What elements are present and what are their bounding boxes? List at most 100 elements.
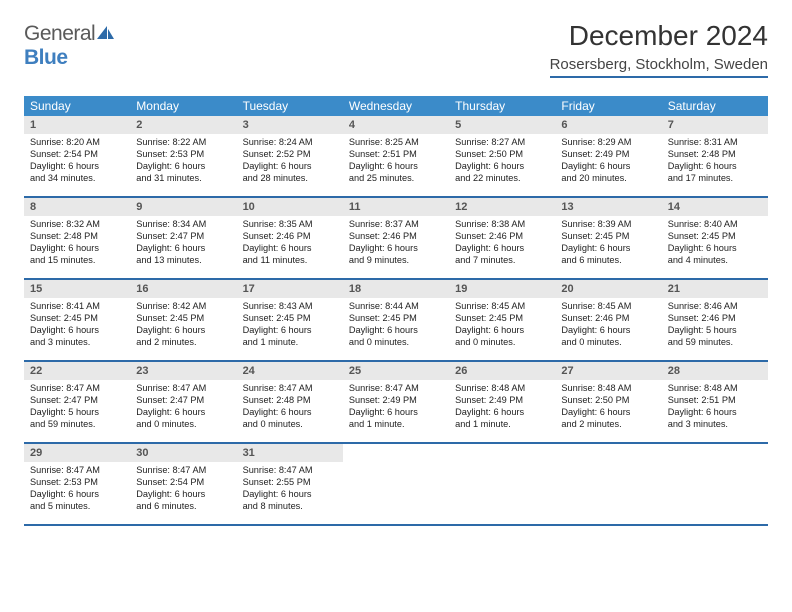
daylight-text: and 1 minute. bbox=[349, 419, 443, 431]
daylight-text: Daylight: 6 hours bbox=[668, 407, 762, 419]
weekday-header: Wednesday bbox=[343, 96, 449, 116]
daylight-text: and 20 minutes. bbox=[561, 173, 655, 185]
day-number: 4 bbox=[343, 116, 449, 134]
daylight-text: and 9 minutes. bbox=[349, 255, 443, 267]
day-number: 30 bbox=[130, 444, 236, 462]
empty-cell bbox=[555, 444, 661, 524]
sunset-text: Sunset: 2:46 PM bbox=[561, 313, 655, 325]
day-number: 16 bbox=[130, 280, 236, 298]
day-body: Sunrise: 8:47 AMSunset: 2:47 PMDaylight:… bbox=[24, 380, 130, 437]
week-row: 15Sunrise: 8:41 AMSunset: 2:45 PMDayligh… bbox=[24, 280, 768, 362]
day-number: 17 bbox=[237, 280, 343, 298]
day-cell: 4Sunrise: 8:25 AMSunset: 2:51 PMDaylight… bbox=[343, 116, 449, 196]
sunrise-text: Sunrise: 8:48 AM bbox=[455, 383, 549, 395]
day-number: 8 bbox=[24, 198, 130, 216]
day-number: 21 bbox=[662, 280, 768, 298]
day-cell: 9Sunrise: 8:34 AMSunset: 2:47 PMDaylight… bbox=[130, 198, 236, 278]
week-row: 22Sunrise: 8:47 AMSunset: 2:47 PMDayligh… bbox=[24, 362, 768, 444]
day-number: 23 bbox=[130, 362, 236, 380]
sunrise-text: Sunrise: 8:41 AM bbox=[30, 301, 124, 313]
sunrise-text: Sunrise: 8:47 AM bbox=[243, 383, 337, 395]
sunset-text: Sunset: 2:48 PM bbox=[243, 395, 337, 407]
logo-word-general: General bbox=[24, 22, 95, 45]
daylight-text: and 15 minutes. bbox=[30, 255, 124, 267]
daylight-text: Daylight: 6 hours bbox=[136, 325, 230, 337]
day-body: Sunrise: 8:47 AMSunset: 2:48 PMDaylight:… bbox=[237, 380, 343, 437]
calendar: SundayMondayTuesdayWednesdayThursdayFrid… bbox=[24, 96, 768, 526]
daylight-text: and 3 minutes. bbox=[30, 337, 124, 349]
sunrise-text: Sunrise: 8:29 AM bbox=[561, 137, 655, 149]
day-number: 15 bbox=[24, 280, 130, 298]
sunset-text: Sunset: 2:47 PM bbox=[136, 231, 230, 243]
daylight-text: and 25 minutes. bbox=[349, 173, 443, 185]
day-cell: 16Sunrise: 8:42 AMSunset: 2:45 PMDayligh… bbox=[130, 280, 236, 360]
daylight-text: Daylight: 5 hours bbox=[30, 407, 124, 419]
day-cell: 24Sunrise: 8:47 AMSunset: 2:48 PMDayligh… bbox=[237, 362, 343, 442]
day-cell: 23Sunrise: 8:47 AMSunset: 2:47 PMDayligh… bbox=[130, 362, 236, 442]
daylight-text: and 8 minutes. bbox=[243, 501, 337, 513]
day-cell: 31Sunrise: 8:47 AMSunset: 2:55 PMDayligh… bbox=[237, 444, 343, 524]
day-cell: 14Sunrise: 8:40 AMSunset: 2:45 PMDayligh… bbox=[662, 198, 768, 278]
day-cell: 11Sunrise: 8:37 AMSunset: 2:46 PMDayligh… bbox=[343, 198, 449, 278]
sunrise-text: Sunrise: 8:45 AM bbox=[455, 301, 549, 313]
day-cell: 2Sunrise: 8:22 AMSunset: 2:53 PMDaylight… bbox=[130, 116, 236, 196]
daylight-text: Daylight: 6 hours bbox=[455, 407, 549, 419]
sunset-text: Sunset: 2:48 PM bbox=[668, 149, 762, 161]
day-body: Sunrise: 8:46 AMSunset: 2:46 PMDaylight:… bbox=[662, 298, 768, 355]
sunset-text: Sunset: 2:46 PM bbox=[243, 231, 337, 243]
day-number: 25 bbox=[343, 362, 449, 380]
day-cell: 3Sunrise: 8:24 AMSunset: 2:52 PMDaylight… bbox=[237, 116, 343, 196]
sunset-text: Sunset: 2:54 PM bbox=[136, 477, 230, 489]
daylight-text: Daylight: 6 hours bbox=[243, 407, 337, 419]
day-cell: 6Sunrise: 8:29 AMSunset: 2:49 PMDaylight… bbox=[555, 116, 661, 196]
day-cell: 7Sunrise: 8:31 AMSunset: 2:48 PMDaylight… bbox=[662, 116, 768, 196]
sunset-text: Sunset: 2:52 PM bbox=[243, 149, 337, 161]
sunset-text: Sunset: 2:49 PM bbox=[561, 149, 655, 161]
sunrise-text: Sunrise: 8:47 AM bbox=[243, 465, 337, 477]
empty-cell bbox=[343, 444, 449, 524]
daylight-text: Daylight: 5 hours bbox=[668, 325, 762, 337]
day-cell: 1Sunrise: 8:20 AMSunset: 2:54 PMDaylight… bbox=[24, 116, 130, 196]
weekday-header: Sunday bbox=[24, 96, 130, 116]
daylight-text: and 59 minutes. bbox=[30, 419, 124, 431]
day-body: Sunrise: 8:48 AMSunset: 2:51 PMDaylight:… bbox=[662, 380, 768, 437]
sunset-text: Sunset: 2:47 PM bbox=[136, 395, 230, 407]
daylight-text: and 59 minutes. bbox=[668, 337, 762, 349]
daylight-text: and 0 minutes. bbox=[455, 337, 549, 349]
daylight-text: Daylight: 6 hours bbox=[30, 325, 124, 337]
day-number: 19 bbox=[449, 280, 555, 298]
day-body: Sunrise: 8:34 AMSunset: 2:47 PMDaylight:… bbox=[130, 216, 236, 273]
sunrise-text: Sunrise: 8:34 AM bbox=[136, 219, 230, 231]
day-cell: 22Sunrise: 8:47 AMSunset: 2:47 PMDayligh… bbox=[24, 362, 130, 442]
sunrise-text: Sunrise: 8:45 AM bbox=[561, 301, 655, 313]
day-body: Sunrise: 8:48 AMSunset: 2:49 PMDaylight:… bbox=[449, 380, 555, 437]
sunrise-text: Sunrise: 8:32 AM bbox=[30, 219, 124, 231]
daylight-text: Daylight: 6 hours bbox=[349, 325, 443, 337]
daylight-text: Daylight: 6 hours bbox=[455, 243, 549, 255]
sunrise-text: Sunrise: 8:31 AM bbox=[668, 137, 762, 149]
location-label: Rosersberg, Stockholm, Sweden bbox=[550, 56, 768, 78]
sunrise-text: Sunrise: 8:47 AM bbox=[136, 383, 230, 395]
day-number: 31 bbox=[237, 444, 343, 462]
day-body: Sunrise: 8:25 AMSunset: 2:51 PMDaylight:… bbox=[343, 134, 449, 191]
sunrise-text: Sunrise: 8:47 AM bbox=[30, 383, 124, 395]
day-cell: 29Sunrise: 8:47 AMSunset: 2:53 PMDayligh… bbox=[24, 444, 130, 524]
day-cell: 27Sunrise: 8:48 AMSunset: 2:50 PMDayligh… bbox=[555, 362, 661, 442]
week-row: 1Sunrise: 8:20 AMSunset: 2:54 PMDaylight… bbox=[24, 116, 768, 198]
daylight-text: Daylight: 6 hours bbox=[30, 489, 124, 501]
day-cell: 5Sunrise: 8:27 AMSunset: 2:50 PMDaylight… bbox=[449, 116, 555, 196]
daylight-text: and 0 minutes. bbox=[349, 337, 443, 349]
day-body: Sunrise: 8:22 AMSunset: 2:53 PMDaylight:… bbox=[130, 134, 236, 191]
sunrise-text: Sunrise: 8:25 AM bbox=[349, 137, 443, 149]
day-body: Sunrise: 8:48 AMSunset: 2:50 PMDaylight:… bbox=[555, 380, 661, 437]
sunrise-text: Sunrise: 8:35 AM bbox=[243, 219, 337, 231]
daylight-text: Daylight: 6 hours bbox=[136, 161, 230, 173]
day-body: Sunrise: 8:43 AMSunset: 2:45 PMDaylight:… bbox=[237, 298, 343, 355]
calendar-body: 1Sunrise: 8:20 AMSunset: 2:54 PMDaylight… bbox=[24, 116, 768, 526]
sunset-text: Sunset: 2:53 PM bbox=[30, 477, 124, 489]
day-body: Sunrise: 8:31 AMSunset: 2:48 PMDaylight:… bbox=[662, 134, 768, 191]
sunrise-text: Sunrise: 8:24 AM bbox=[243, 137, 337, 149]
day-body: Sunrise: 8:40 AMSunset: 2:45 PMDaylight:… bbox=[662, 216, 768, 273]
sunset-text: Sunset: 2:49 PM bbox=[349, 395, 443, 407]
day-number: 5 bbox=[449, 116, 555, 134]
